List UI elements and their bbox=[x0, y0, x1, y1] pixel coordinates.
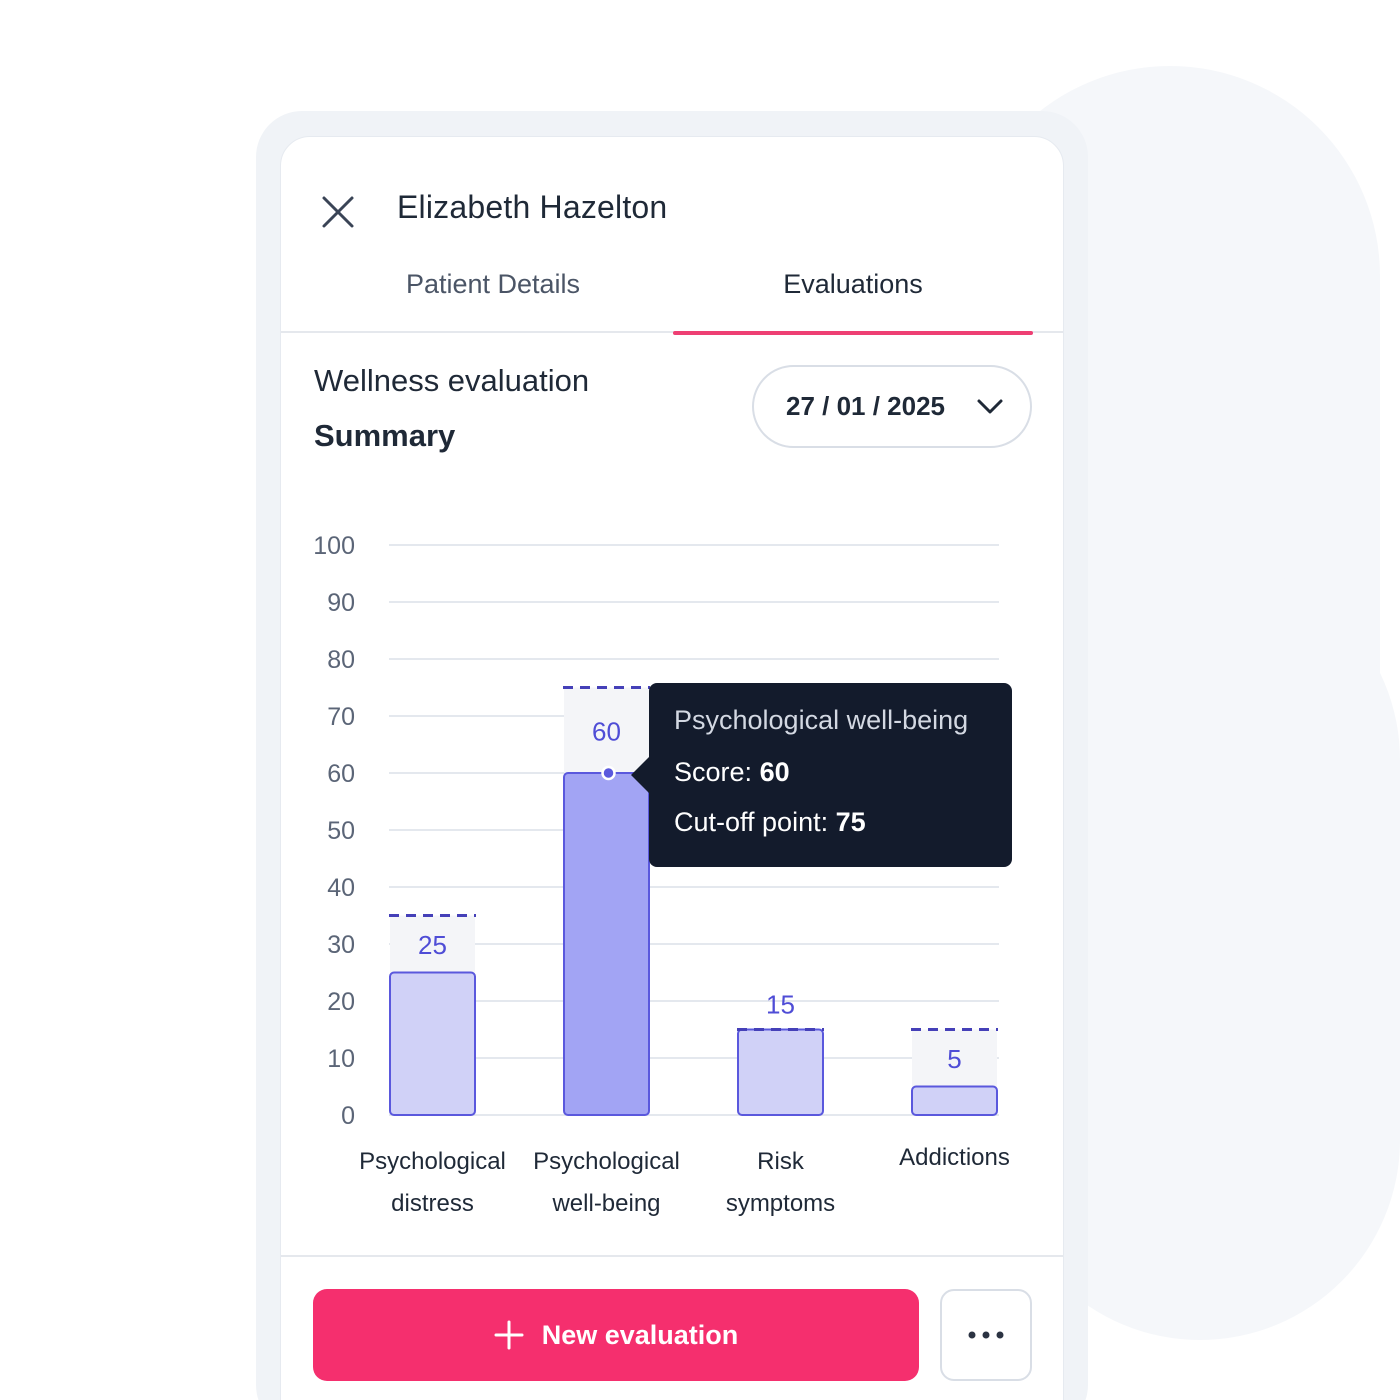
bar-value-label: 5 bbox=[947, 1044, 961, 1074]
active-tab-indicator bbox=[673, 331, 1033, 335]
y-tick-label: 70 bbox=[327, 703, 355, 731]
tooltip-cutoff-value: 75 bbox=[835, 807, 866, 837]
tab-bar: Patient Details Evaluations bbox=[281, 255, 1063, 335]
tab-patient-details[interactable]: Patient Details bbox=[405, 269, 581, 299]
y-tick-label: 50 bbox=[327, 817, 355, 845]
bar-value-label: 25 bbox=[418, 930, 447, 960]
y-tick-label: 0 bbox=[341, 1102, 355, 1130]
x-category-label: distress bbox=[391, 1190, 474, 1217]
y-tick-label: 80 bbox=[327, 646, 355, 674]
more-horizontal-icon bbox=[968, 1331, 1004, 1339]
y-tick-label: 100 bbox=[313, 532, 355, 560]
tooltip-score-value: 60 bbox=[759, 757, 790, 787]
x-category-label: Risk bbox=[757, 1148, 805, 1175]
patient-name: Elizabeth Hazelton bbox=[397, 189, 668, 225]
x-category-label: symptoms bbox=[726, 1190, 835, 1217]
evaluation-subtitle: Summary bbox=[314, 418, 456, 453]
close-icon[interactable] bbox=[319, 193, 357, 231]
tooltip-score-label: Score: bbox=[674, 757, 753, 787]
bar bbox=[737, 1028, 824, 1116]
patient-screen: Elizabeth Hazelton Patient Details Evalu… bbox=[280, 136, 1064, 1400]
active-point-marker bbox=[601, 765, 616, 781]
cutoff-range bbox=[390, 915, 475, 973]
new-evaluation-button[interactable]: New evaluation bbox=[313, 1289, 919, 1381]
bar-value-label: 60 bbox=[592, 716, 621, 746]
new-evaluation-label: New evaluation bbox=[541, 1319, 739, 1350]
tooltip-cutoff: Cut-off point: 75 bbox=[674, 807, 1012, 838]
y-tick-label: 30 bbox=[327, 931, 355, 959]
y-tick-label: 40 bbox=[327, 874, 355, 902]
x-category-label: Psychological bbox=[533, 1148, 680, 1175]
plus-icon bbox=[494, 1320, 524, 1350]
tooltip-title: Psychological well-being bbox=[674, 705, 969, 735]
tooltip-cutoff-label: Cut-off point: bbox=[674, 807, 829, 837]
bar-chart: 0 10 20 30 40 50 60 70 80 90 100 25 Psychological dis… bbox=[313, 532, 1010, 1217]
chevron-down-icon bbox=[977, 399, 1003, 414]
chart-tooltip: Psychological well-being Score: 60 Cut-o… bbox=[631, 683, 1012, 867]
cutoff-range bbox=[912, 1029, 997, 1087]
footer-divider bbox=[281, 1255, 1063, 1257]
evaluation-title: Wellness evaluation bbox=[314, 363, 590, 398]
bar bbox=[911, 1085, 998, 1116]
bar-value-label: 15 bbox=[766, 990, 795, 1020]
tab-evaluations[interactable]: Evaluations bbox=[673, 269, 1033, 335]
y-tick-label: 90 bbox=[327, 589, 355, 617]
y-tick-label: 10 bbox=[327, 1045, 355, 1073]
y-tick-label: 60 bbox=[327, 760, 355, 788]
x-category-label: Addictions bbox=[899, 1144, 1010, 1171]
date-selector[interactable]: 27 / 01 / 2025 bbox=[752, 365, 1032, 448]
more-options-button[interactable] bbox=[940, 1289, 1032, 1381]
x-category-label: Psychological bbox=[359, 1148, 506, 1175]
bar bbox=[389, 971, 476, 1116]
bar bbox=[563, 772, 650, 1116]
x-category-label: well-being bbox=[551, 1190, 660, 1217]
tab-evaluations-label: Evaluations bbox=[783, 269, 923, 299]
tooltip-score: Score: 60 bbox=[674, 757, 1012, 788]
date-value: 27 / 01 / 2025 bbox=[786, 391, 946, 421]
y-tick-label: 20 bbox=[327, 988, 355, 1016]
